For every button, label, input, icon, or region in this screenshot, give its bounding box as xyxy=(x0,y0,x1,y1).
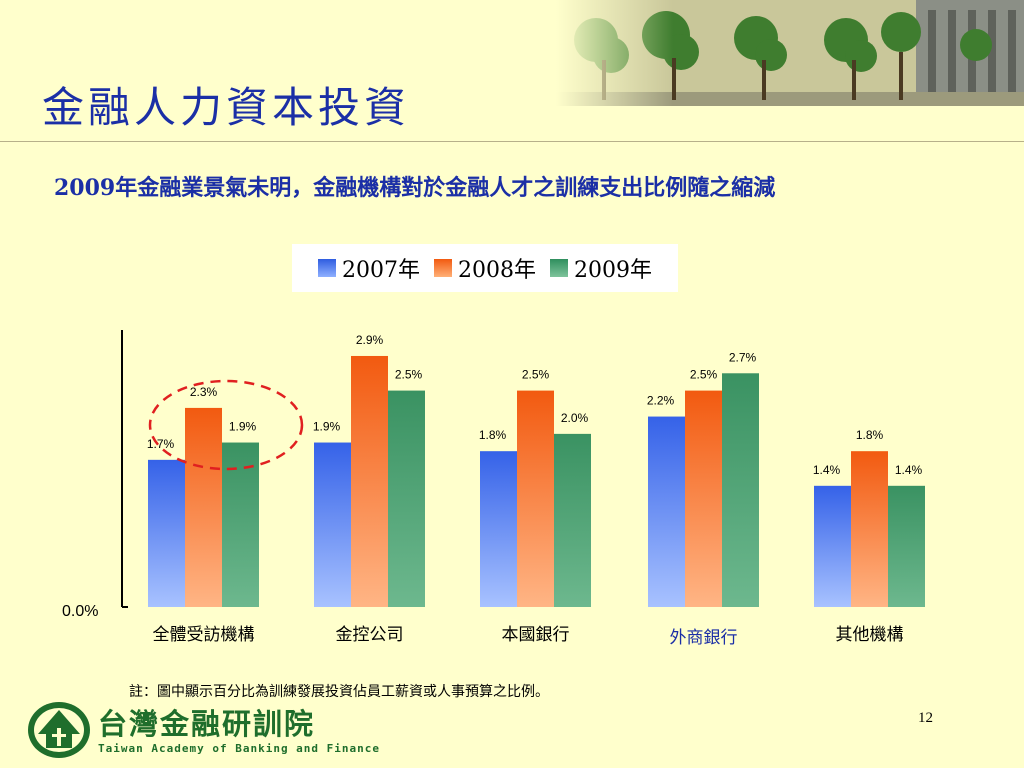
legend-item-2007: 2007年 xyxy=(318,252,420,284)
legend-swatch-2008 xyxy=(434,259,452,277)
title-divider xyxy=(0,141,1024,142)
banner-photo xyxy=(556,0,1024,106)
logo-name-en: Taiwan Academy of Banking and Finance xyxy=(98,742,381,755)
value-label-2009-cat-3: 2.7% xyxy=(729,350,757,364)
value-label-2008-cat-3: 2.5% xyxy=(690,368,718,382)
value-label-2009-cat-0: 1.9% xyxy=(229,420,257,434)
bar-2007-cat-4 xyxy=(814,485,851,607)
legend-item-2009: 2009年 xyxy=(550,252,652,284)
value-label-2008-cat-0: 2.3% xyxy=(190,385,218,399)
bar-2009-cat-3 xyxy=(722,373,759,607)
value-label-2009-cat-1: 2.5% xyxy=(395,368,423,382)
value-label-2008-cat-1: 2.9% xyxy=(356,333,384,347)
category-label-4: 其他機構 xyxy=(836,625,904,645)
logo-emblem-icon xyxy=(28,702,90,758)
bar-2007-cat-3 xyxy=(648,416,685,607)
bar-2008-cat-2 xyxy=(517,390,554,607)
chart-legend: 2007年 2008年 2009年 xyxy=(292,244,678,292)
value-label-2007-cat-3: 2.2% xyxy=(647,394,675,408)
bar-2008-cat-3 xyxy=(685,390,722,607)
value-label-2007-cat-4: 1.4% xyxy=(813,463,841,477)
page-number: 12 xyxy=(918,710,933,726)
value-label-2008-cat-4: 1.8% xyxy=(856,428,884,442)
bar-2008-cat-4 xyxy=(851,451,888,607)
bar-2009-cat-1 xyxy=(388,390,425,607)
bar-2007-cat-1 xyxy=(314,442,351,607)
value-label-2009-cat-2: 2.0% xyxy=(561,411,589,425)
value-label-2007-cat-0: 1.7% xyxy=(147,437,175,451)
chart-subtitle: 2009年金融業景氣未明，金融機構對於金融人才之訓練支出比例隨之縮減 xyxy=(54,175,776,201)
bar-2009-cat-2 xyxy=(554,433,591,607)
category-label-0: 全體受訪機構 xyxy=(153,625,255,645)
bar-2007-cat-2 xyxy=(480,451,517,607)
legend-label-2007: 2007年 xyxy=(342,258,420,283)
bar-2009-cat-4 xyxy=(888,485,925,607)
bar-2008-cat-0 xyxy=(185,407,222,607)
legend-item-2008: 2008年 xyxy=(434,252,536,284)
highlight-ellipse xyxy=(148,379,304,471)
category-label-2: 本國銀行 xyxy=(502,625,570,645)
page-title: 金融人力資本投資 xyxy=(42,83,411,132)
legend-swatch-2007 xyxy=(318,259,336,277)
legend-label-2008: 2008年 xyxy=(458,258,536,283)
category-label-3: 外商銀行 xyxy=(670,628,738,648)
legend-swatch-2009 xyxy=(550,259,568,277)
legend-label-2009: 2009年 xyxy=(574,258,652,283)
footnote: 註：圖中顯示百分比為訓練發展投資佔員工薪資或人事預算之比例。 xyxy=(129,684,549,700)
organization-logo: 台灣金融研訓院 Taiwan Academy of Banking and Fi… xyxy=(26,700,406,764)
value-label-2008-cat-2: 2.5% xyxy=(522,368,550,382)
logo-name-cn: 台灣金融研訓院 xyxy=(98,707,316,741)
category-label-1: 金控公司 xyxy=(336,625,404,645)
value-label-2007-cat-1: 1.9% xyxy=(313,420,341,434)
bar-2008-cat-1 xyxy=(351,355,388,607)
y-axis-zero-label: 0.0% xyxy=(62,603,98,620)
bar-2007-cat-0 xyxy=(148,459,185,607)
value-label-2009-cat-4: 1.4% xyxy=(895,463,923,477)
value-label-2007-cat-2: 1.8% xyxy=(479,428,507,442)
